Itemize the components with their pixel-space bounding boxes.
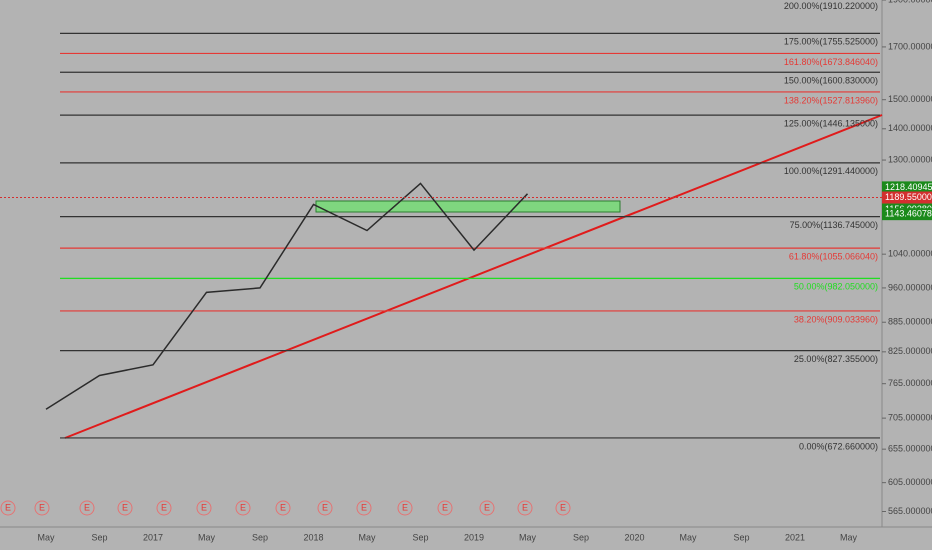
y-tick-label: 825.000000 [888, 346, 932, 356]
y-tick-label: 705.000000 [888, 413, 932, 423]
x-tick-label: 2017 [143, 532, 163, 542]
y-tick-label: 960.000000 [888, 282, 932, 292]
earnings-label: E [39, 502, 45, 512]
earnings-label: E [201, 502, 207, 512]
y-tick-label: 1040.000000 [888, 249, 932, 259]
earnings-marker [437, 500, 453, 516]
earnings-label: E [322, 502, 328, 512]
x-tick-label: 2018 [303, 532, 323, 542]
x-tick-label: Sep [573, 532, 589, 542]
fib-label: 125.00%(1446.135000) [784, 118, 878, 128]
x-tick-label: Sep [412, 532, 428, 542]
fib-label: 50.00%(982.050000) [794, 282, 878, 292]
x-tick-label: May [358, 532, 376, 542]
earnings-label: E [484, 502, 490, 512]
earnings-label: E [122, 502, 128, 512]
x-tick-label: Sep [733, 532, 749, 542]
fib-label: 75.00%(1136.745000) [790, 220, 878, 230]
earnings-label: E [84, 502, 90, 512]
earnings-label: E [442, 502, 448, 512]
zone-rectangle [315, 200, 621, 213]
x-tick-label: May [840, 532, 858, 542]
earnings-marker [117, 500, 133, 516]
earnings-marker [156, 500, 172, 516]
earnings-label: E [280, 502, 286, 512]
earnings-marker [235, 500, 251, 516]
y-tick-label: 1900.000000 [888, 0, 932, 4]
earnings-label: E [361, 502, 367, 512]
price-tag-label: 1218.409457 [885, 182, 932, 192]
fib-label: 161.80%(1673.846040) [784, 57, 878, 67]
fib-label: 0.00%(672.660000) [799, 441, 878, 451]
x-tick-label: 2019 [464, 532, 484, 542]
price-tag [882, 191, 932, 204]
fib-label: 175.00%(1755.525000) [784, 37, 878, 47]
y-tick-label: 565.000000 [888, 506, 932, 516]
x-tick-label: 2020 [624, 532, 644, 542]
earnings-marker [517, 500, 533, 516]
y-tick-label: 1400.000000 [888, 123, 932, 133]
x-tick-label: Sep [91, 532, 107, 542]
price-tag [882, 181, 932, 194]
earnings-marker [317, 500, 333, 516]
earnings-label: E [5, 502, 11, 512]
earnings-marker [34, 500, 50, 516]
price-tag-label: 1189.550000 [885, 192, 932, 202]
x-tick-label: Sep [252, 532, 268, 542]
y-tick-label: 765.000000 [888, 378, 932, 388]
earnings-marker [397, 500, 413, 516]
trendline [64, 114, 883, 439]
y-tick-label: 605.000000 [888, 477, 932, 487]
x-tick-label: 2021 [785, 532, 805, 542]
fib-label: 25.00%(827.355000) [794, 354, 878, 364]
y-tick-label: 1700.000000 [888, 41, 932, 51]
x-tick-label: May [37, 532, 55, 542]
fib-label: 61.80%(1055.066040) [789, 251, 878, 261]
earnings-marker [0, 500, 16, 516]
x-tick-label: May [519, 532, 537, 542]
earnings-marker [555, 500, 571, 516]
earnings-marker [79, 500, 95, 516]
price-line [45, 182, 529, 410]
y-tick-label: 1300.000000 [888, 154, 932, 164]
earnings-marker [479, 500, 495, 516]
fib-label: 150.00%(1600.830000) [784, 76, 878, 86]
earnings-marker [356, 500, 372, 516]
earnings-label: E [402, 502, 408, 512]
x-tick-label: May [198, 532, 216, 542]
earnings-label: E [240, 502, 246, 512]
earnings-label: E [161, 502, 167, 512]
y-tick-label: 1500.000000 [888, 94, 932, 104]
earnings-label: E [560, 502, 566, 512]
price-tag-label: 1143.460786 [885, 209, 932, 219]
earnings-marker [275, 500, 291, 516]
earnings-marker [196, 500, 212, 516]
fib-label: 200.00%(1910.220000) [784, 1, 878, 11]
y-tick-label: 655.000000 [888, 444, 932, 454]
price-tag [882, 208, 932, 221]
y-tick-label: 885.000000 [888, 317, 932, 327]
fib-label: 138.20%(1527.813960) [784, 95, 878, 105]
fib-label: 38.20%(909.033960) [794, 314, 878, 324]
x-tick-label: May [679, 532, 697, 542]
earnings-label: E [522, 502, 528, 512]
fib-label: 100.00%(1291.440000) [784, 166, 878, 176]
